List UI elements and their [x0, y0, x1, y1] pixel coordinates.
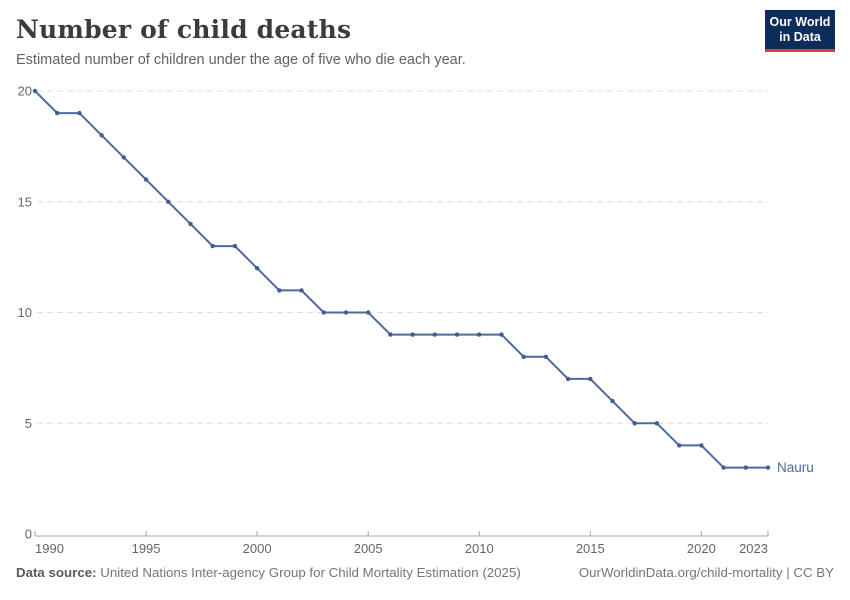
data-point [610, 398, 615, 404]
x-tick-label: 2023 [739, 541, 768, 556]
data-point [99, 133, 104, 138]
data-point [210, 243, 215, 249]
y-axis-label: 0 [25, 527, 32, 542]
x-tick-label: 2000 [243, 541, 272, 556]
data-point [721, 465, 726, 470]
data-point [388, 332, 393, 337]
data-point [765, 465, 771, 470]
series-end-label: Nauru [777, 460, 814, 475]
data-point [254, 266, 260, 271]
data-point [166, 199, 171, 204]
data-point [565, 376, 571, 382]
data-point [699, 443, 704, 448]
data-point [543, 354, 549, 359]
data-point [32, 88, 38, 94]
data-source-label: Data source: [16, 565, 97, 580]
data-point [321, 310, 326, 315]
data-point [232, 243, 238, 249]
data-point [499, 332, 504, 337]
data-point [677, 443, 682, 448]
x-tick-label: 2015 [576, 541, 605, 556]
y-axis-label: 5 [25, 416, 32, 431]
data-point [432, 332, 437, 337]
x-tick-label: 2005 [354, 541, 383, 556]
data-point [77, 110, 82, 116]
data-point [143, 177, 149, 182]
chart-title: Number of child deaths [16, 15, 352, 44]
data-point [277, 288, 282, 293]
data-point [743, 465, 748, 470]
data-point [521, 354, 526, 359]
data-point [632, 421, 637, 426]
attribution-link[interactable]: OurWorldinData.org/child-mortality | CC … [578, 565, 834, 580]
data-point [299, 288, 304, 293]
data-point [121, 155, 127, 160]
owid-logo-line2: in Data [779, 30, 821, 44]
data-point [654, 421, 660, 426]
chart-footer: Data source: United Nations Inter-agency… [16, 565, 834, 580]
data-source-text: United Nations Inter-agency Group for Ch… [96, 565, 521, 580]
data-point [343, 310, 349, 315]
data-point [366, 310, 371, 315]
owid-logo[interactable]: Our World in Data [765, 10, 835, 52]
chart-subtitle: Estimated number of children under the a… [16, 52, 466, 68]
x-tick-label: 1990 [35, 541, 64, 556]
data-point [410, 332, 415, 337]
data-point [477, 332, 482, 337]
y-axis-label: 20 [18, 84, 32, 99]
data-point [188, 221, 193, 227]
y-axis-label: 10 [18, 305, 32, 320]
data-source: Data source: United Nations Inter-agency… [16, 565, 521, 580]
y-axis-label: 15 [18, 194, 32, 209]
data-line-nauru [34, 90, 769, 469]
data-point [55, 110, 60, 116]
x-tick-label: 1995 [132, 541, 161, 556]
data-point [454, 332, 460, 337]
x-tick-label: 2010 [465, 541, 494, 556]
data-point [588, 376, 593, 382]
owid-logo-line1: Our World [769, 15, 831, 29]
x-tick-label: 2020 [687, 541, 716, 556]
